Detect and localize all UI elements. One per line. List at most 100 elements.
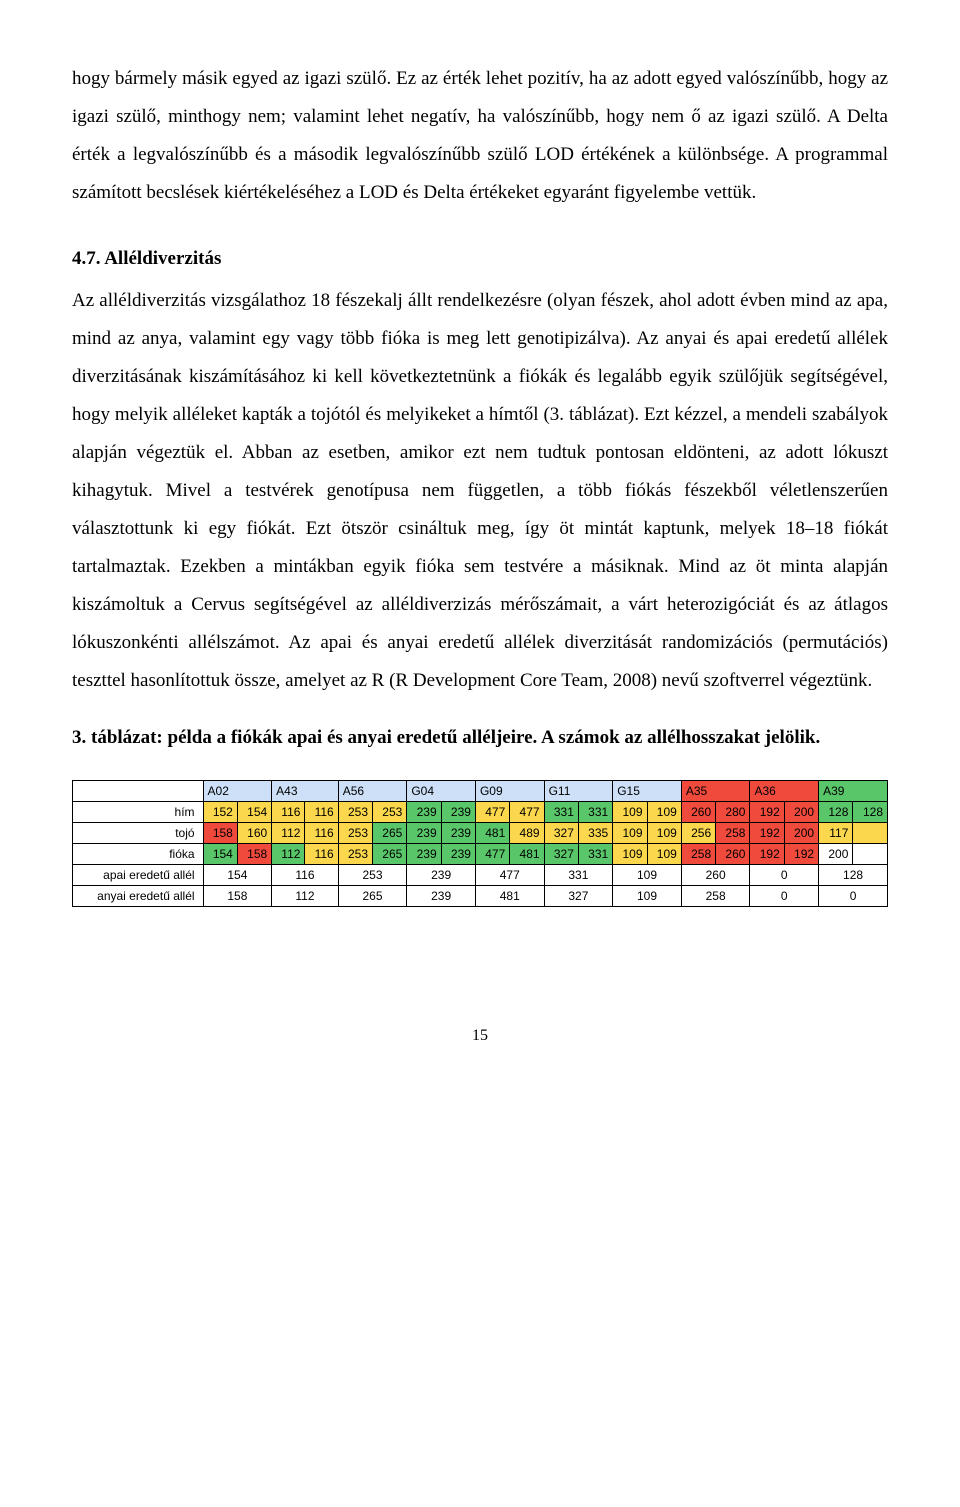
table-cell: 109 (647, 823, 681, 844)
section-heading: 4.7. Alléldiverzitás (72, 248, 888, 270)
table-cell: 116 (272, 865, 339, 886)
table-cell: 109 (647, 802, 681, 823)
table-cell: 116 (305, 823, 338, 844)
table-cell: 192 (750, 844, 784, 865)
table-cell: 112 (272, 886, 339, 907)
table-cell: 260 (681, 802, 715, 823)
table-cell: 327 (544, 823, 578, 844)
table-cell: 158 (203, 886, 272, 907)
table-cell: 253 (338, 823, 372, 844)
table-cell: 258 (681, 886, 750, 907)
table-cell (853, 844, 888, 865)
table-cell: 200 (784, 823, 818, 844)
table-cell: 239 (407, 802, 441, 823)
table-cell: 253 (373, 802, 407, 823)
table-cell: 327 (544, 886, 613, 907)
table-cell: 128 (819, 865, 888, 886)
table-cell: 200 (784, 802, 818, 823)
table-cell: 239 (441, 823, 475, 844)
table-cell: 481 (475, 886, 544, 907)
table-cell: 200 (819, 844, 853, 865)
locus-header: A43 (272, 781, 339, 802)
table-cell: 128 (853, 802, 888, 823)
table-cell: 253 (338, 844, 372, 865)
locus-header: A56 (338, 781, 407, 802)
locus-header: G09 (475, 781, 544, 802)
table-cell: 481 (510, 844, 544, 865)
table-cell: 109 (647, 844, 681, 865)
table-cell (853, 823, 888, 844)
table-cell: 158 (203, 823, 237, 844)
locus-header: A02 (203, 781, 272, 802)
table-cell: 116 (305, 802, 338, 823)
table-cell: 331 (544, 802, 578, 823)
table-cell: 0 (750, 886, 819, 907)
table-cell: 112 (272, 823, 305, 844)
table-cell: 158 (237, 844, 271, 865)
table-cell: 260 (716, 844, 750, 865)
table-cell: 109 (613, 823, 647, 844)
table-cell: 109 (613, 865, 682, 886)
locus-header: A35 (681, 781, 750, 802)
table-cell: 477 (475, 802, 509, 823)
table-cell: 160 (237, 823, 271, 844)
table-cell: 109 (613, 844, 647, 865)
table-cell: 260 (681, 865, 750, 886)
table-cell: 112 (272, 844, 305, 865)
table-cell: 239 (441, 844, 475, 865)
table-cell: 239 (407, 823, 441, 844)
table-cell: 331 (578, 802, 612, 823)
table-cell: 335 (578, 823, 612, 844)
table-cell: 481 (475, 823, 509, 844)
table-cell: 477 (475, 865, 544, 886)
table-cell: 331 (578, 844, 612, 865)
table-cell: 265 (373, 823, 407, 844)
table-cell: 239 (407, 865, 476, 886)
table-cell: 253 (338, 865, 407, 886)
table-cell: 192 (784, 844, 818, 865)
table-cell: 154 (237, 802, 271, 823)
table-cell: 192 (750, 823, 784, 844)
table-cell: 477 (475, 844, 509, 865)
table-cell: 239 (407, 886, 476, 907)
paragraph-1: hogy bármely másik egyed az igazi szülő.… (72, 60, 888, 212)
locus-header: G11 (544, 781, 613, 802)
table-cell: 192 (750, 802, 784, 823)
table-cell: 0 (750, 865, 819, 886)
page-number: 15 (72, 1027, 888, 1045)
table-cell: 265 (338, 886, 407, 907)
row-label: fióka (73, 844, 204, 865)
table-cell: 258 (681, 844, 715, 865)
table-cell: 331 (544, 865, 613, 886)
table-cell: 489 (510, 823, 544, 844)
paragraph-2: Az alléldiverzitás vizsgálathoz 18 fésze… (72, 282, 888, 700)
table-cell: 128 (819, 802, 853, 823)
row-label: anyai eredetű allél (73, 886, 204, 907)
table-cell: 0 (819, 886, 888, 907)
table-caption: 3. táblázat: példa a fiókák apai és anya… (72, 720, 888, 756)
row-label: tojó (73, 823, 204, 844)
table-cell: 258 (716, 823, 750, 844)
table-cell: 327 (544, 844, 578, 865)
table-cell: 154 (203, 865, 272, 886)
table-cell: 239 (407, 844, 441, 865)
row-label: hím (73, 802, 204, 823)
table-cell: 109 (613, 802, 647, 823)
locus-header: G15 (613, 781, 682, 802)
table-corner (73, 781, 204, 802)
table-cell: 109 (613, 886, 682, 907)
table-cell: 256 (681, 823, 715, 844)
allele-table: A02A43A56G04G09G11G15A35A36A39hím1521541… (72, 780, 888, 907)
table-cell: 253 (338, 802, 372, 823)
locus-header: A36 (750, 781, 819, 802)
table-cell: 280 (716, 802, 750, 823)
table-cell: 152 (203, 802, 237, 823)
table-cell: 116 (305, 844, 338, 865)
row-label: apai eredetű allél (73, 865, 204, 886)
table-cell: 154 (203, 844, 237, 865)
table-cell: 477 (510, 802, 544, 823)
table-cell: 265 (373, 844, 407, 865)
locus-header: A39 (819, 781, 888, 802)
table-cell: 239 (441, 802, 475, 823)
locus-header: G04 (407, 781, 476, 802)
